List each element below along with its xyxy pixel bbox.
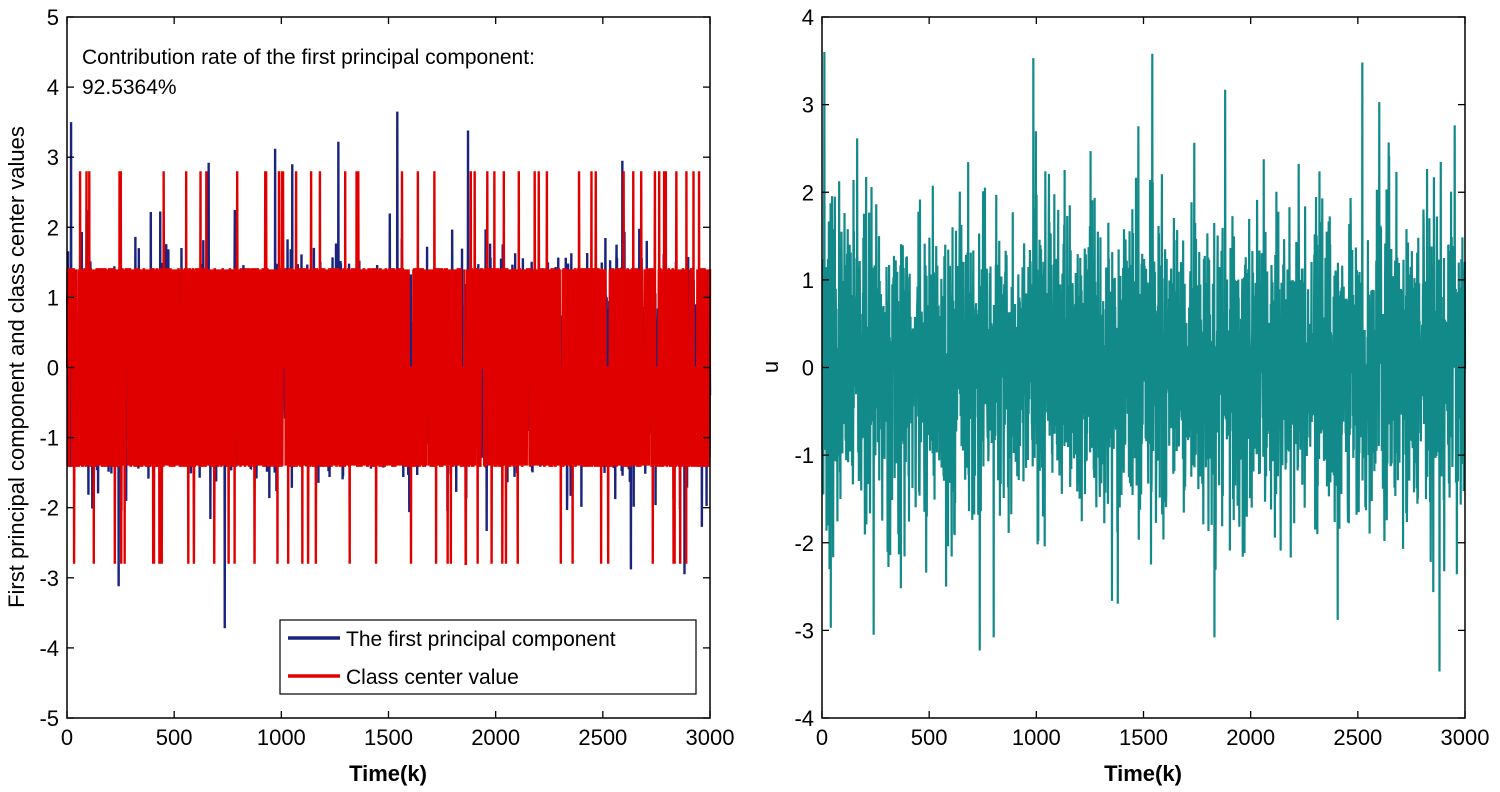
x-tick-label: 0 [61,725,73,750]
y-tick-label: 4 [47,75,59,100]
left-y-axis-label: First principal component and class cent… [4,126,29,608]
right-chart: 0 500 1000 1500 2000 2500 3000 -4 -3 -2 -1 0 1 2 3 4 Ti… [758,5,1489,786]
y-tick-label: -1 [39,426,59,451]
y-tick-label: 1 [47,285,59,310]
right-ticks: 0 500 1000 1500 2000 2500 3000 -4 -3 -2 -1 0 1 2 3 4 [794,5,1489,750]
left-annotation-line1: Contribution rate of the first principal… [82,46,535,69]
y-tick-label: 0 [47,356,59,381]
x-tick-label: 2000 [1226,725,1275,750]
y-tick-label: -4 [794,706,814,731]
y-tick-label: -1 [794,443,814,468]
left-chart: 0 500 1000 1500 2000 2500 3000 -5 -4 -3 -2 -1 0 1 2 3 4 5… [4,5,734,786]
right-y-axis-label: u [758,361,783,373]
y-tick-label: 2 [802,180,814,205]
y-tick-label: 1 [802,268,814,293]
left-legend: The first principal component Class cent… [279,619,697,695]
legend-label-class-center: Class center value [346,666,519,689]
series-line-class-center-value [66,171,712,565]
x-tick-label: 1500 [364,725,413,750]
y-tick-label: 3 [47,145,59,170]
y-tick-label: 3 [802,93,814,118]
legend-box [279,619,697,695]
x-tick-label: 0 [816,725,828,750]
legend-label-first-principal: The first principal component [346,628,616,651]
y-tick-label: -3 [794,618,814,643]
series-line-u [821,52,1467,672]
y-tick-label: -2 [39,496,59,521]
x-tick-label: 1000 [1012,725,1061,750]
left-plot-lines [66,111,712,629]
y-tick-label: -2 [794,531,814,556]
y-tick-label: -5 [39,706,59,731]
x-tick-label: 500 [156,725,193,750]
y-tick-label: 0 [802,356,814,381]
y-tick-label: 2 [47,215,59,240]
left-annotation-line2: 92.5364% [82,76,177,99]
y-tick-label: -3 [39,566,59,591]
right-x-axis-label: Time(k) [1104,761,1182,786]
right-plot-lines [821,52,1467,672]
x-tick-label: 2500 [578,725,627,750]
left-ticks: 0 500 1000 1500 2000 2500 3000 -5 -4 -3 -2 -1 0 1 2 3 4 5 [39,5,734,750]
x-tick-label: 2500 [1333,725,1382,750]
x-tick-label: 1500 [1119,725,1168,750]
x-tick-label: 2000 [471,725,520,750]
left-x-axis-label: Time(k) [349,761,427,786]
x-tick-label: 3000 [1441,725,1490,750]
y-tick-label: -4 [39,636,59,661]
y-tick-label: 4 [802,5,814,30]
x-tick-label: 3000 [686,725,735,750]
x-tick-label: 1000 [257,725,306,750]
x-tick-label: 500 [911,725,948,750]
y-tick-label: 5 [47,5,59,30]
